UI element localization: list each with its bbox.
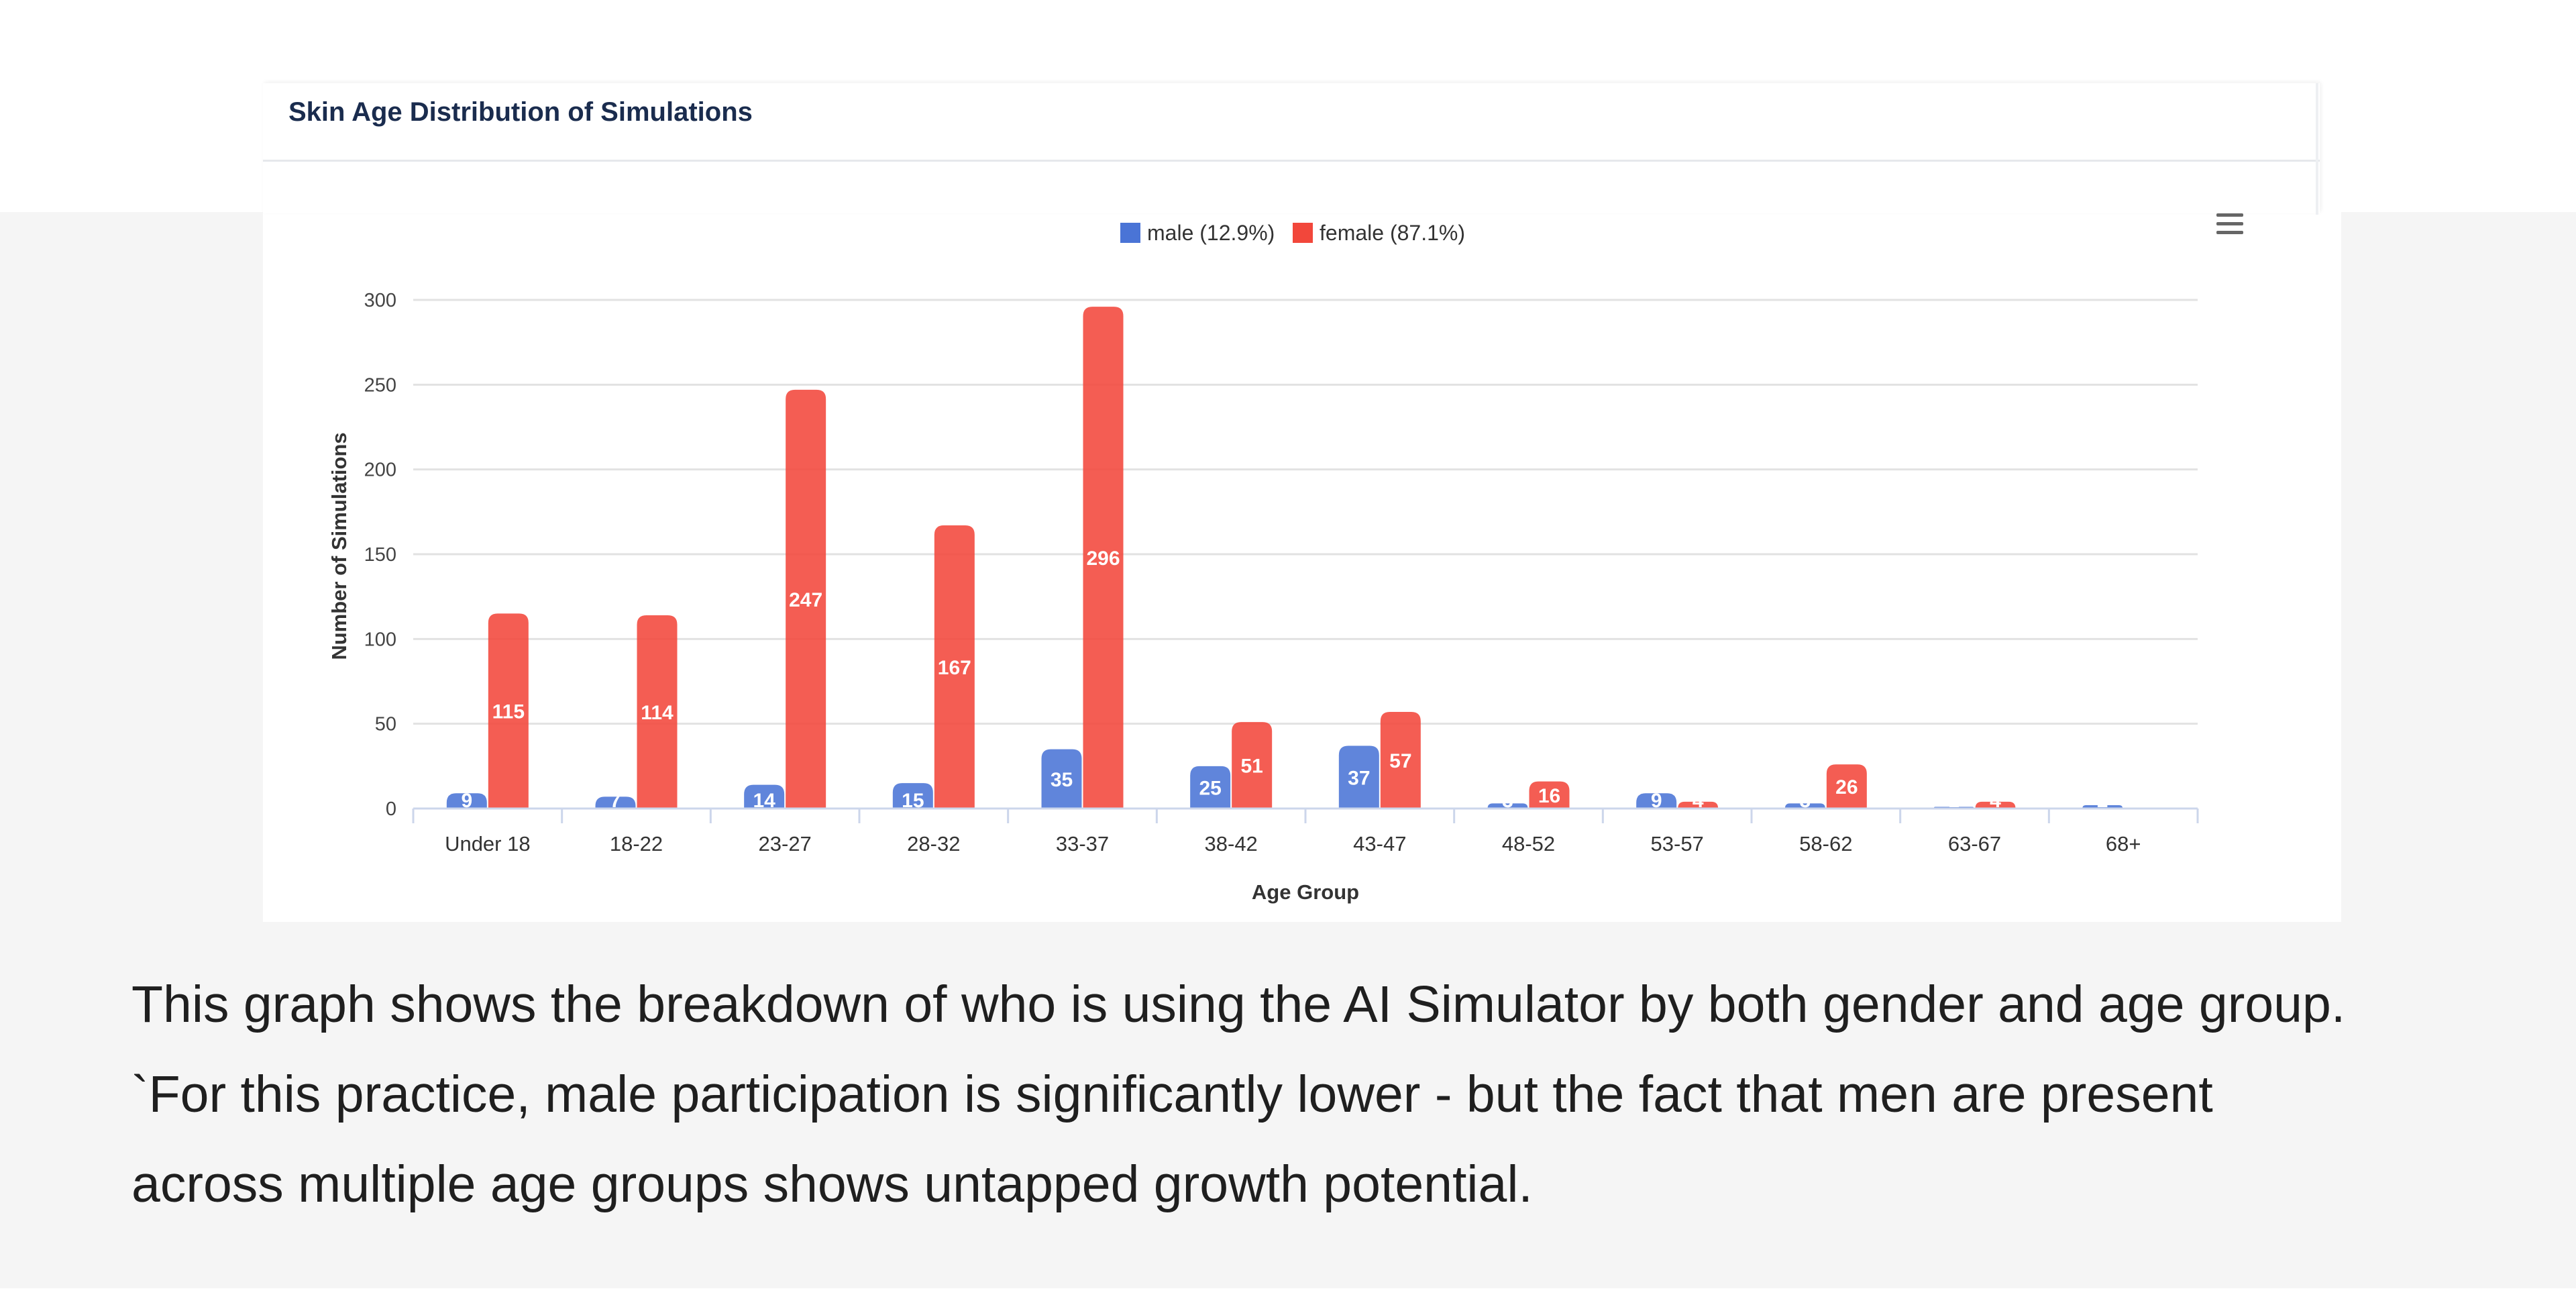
- female-bar[interactable]: [1232, 722, 1273, 809]
- chart-card-title: Skin Age Distribution of Simulations: [288, 97, 753, 127]
- data-label: 57: [1389, 750, 1411, 772]
- male-bar[interactable]: [1487, 803, 1528, 809]
- axes: 0 50 100 150 200 250 300 Under 18 18-22 23-27 28-3…: [364, 290, 2199, 855]
- female-bar[interactable]: [786, 389, 826, 809]
- male-bar[interactable]: [595, 796, 636, 809]
- y-tick-label: 300: [364, 290, 396, 311]
- male-bar[interactable]: [892, 783, 933, 809]
- bars: [446, 307, 2123, 809]
- hamburger-menu-icon[interactable]: [2216, 213, 2243, 235]
- legend-label-female: female (87.1%): [1320, 221, 1465, 245]
- x-axis-title: Age Group: [1252, 880, 1359, 904]
- data-label: 16: [1538, 785, 1560, 807]
- x-tick-label: 53-57: [1651, 832, 1704, 855]
- female-bar[interactable]: [1975, 801, 2016, 809]
- data-label: 26: [1835, 776, 1858, 798]
- card-divider: [2316, 83, 2318, 215]
- x-tick-label: Under 18: [445, 832, 531, 855]
- data-label: 9: [461, 790, 472, 812]
- y-tick-label: 100: [364, 629, 396, 650]
- data-label: 25: [1199, 777, 1221, 799]
- male-bar[interactable]: [744, 784, 785, 809]
- data-label: 4: [1693, 790, 1704, 812]
- chart-legend: male (12.9%) female (87.1%): [0, 217, 2576, 248]
- chart-card-header: [263, 83, 2320, 162]
- female-bar[interactable]: [1826, 764, 1867, 809]
- chart-card: [263, 83, 2320, 922]
- data-label: 115: [492, 701, 525, 723]
- female-bar[interactable]: [488, 613, 529, 809]
- y-tick-label: 250: [364, 374, 396, 396]
- x-tick-label: 38-42: [1205, 832, 1258, 855]
- y-tick-label: 150: [364, 544, 396, 566]
- x-tick-label: 28-32: [907, 832, 960, 855]
- x-tick-label: 33-37: [1056, 832, 1109, 855]
- data-label: 247: [789, 589, 822, 611]
- x-tick-label: 68+: [2106, 832, 2141, 855]
- y-tick-label: 200: [364, 460, 396, 481]
- caption-line-1: This graph shows the breakdown of who is…: [131, 976, 2346, 1033]
- male-bar[interactable]: [1190, 766, 1231, 809]
- caption-line-3: across multiple age groups shows untappe…: [131, 1155, 1533, 1213]
- male-bar[interactable]: [1636, 793, 1677, 809]
- data-label: 37: [1348, 767, 1370, 789]
- data-label: 1: [1948, 790, 1960, 812]
- x-tick-label: 63-67: [1948, 832, 2001, 855]
- data-label: 7: [610, 790, 621, 812]
- data-label: 2: [2097, 790, 2108, 812]
- data-label: 4: [1990, 790, 2001, 812]
- legend-swatch-female: [1293, 223, 1313, 243]
- data-label: 9: [1651, 790, 1662, 812]
- female-bar[interactable]: [1529, 781, 1570, 809]
- legend-swatch-male: [1120, 223, 1140, 243]
- female-bar[interactable]: [1083, 307, 1124, 809]
- data-label: 296: [1086, 548, 1120, 570]
- y-tick-label: 50: [375, 714, 396, 735]
- caption: This graph shows the breakdown of who is…: [131, 959, 2479, 1229]
- female-bar[interactable]: [934, 525, 975, 809]
- y-axis-title: Number of Simulations: [327, 432, 351, 660]
- x-tick-label: 18-22: [610, 832, 663, 855]
- male-bar[interactable]: [1041, 749, 1082, 809]
- male-bar[interactable]: [446, 793, 487, 809]
- data-label: 3: [1502, 790, 1513, 812]
- legend-label-male: male (12.9%): [1147, 221, 1275, 245]
- female-bar[interactable]: [1678, 801, 1719, 809]
- female-bar[interactable]: [637, 615, 678, 809]
- x-tick-label: 23-27: [759, 832, 812, 855]
- data-label: 114: [641, 702, 674, 724]
- grid-lines: [413, 299, 2198, 725]
- male-bar[interactable]: [1784, 803, 1825, 809]
- x-tick-label: 43-47: [1353, 832, 1406, 855]
- data-label: 51: [1240, 756, 1263, 778]
- male-bar[interactable]: [1338, 745, 1379, 809]
- x-tick-label: 48-52: [1502, 832, 1555, 855]
- data-label: 35: [1051, 769, 1073, 791]
- caption-line-2: `For this practice, male participation i…: [131, 1066, 2213, 1123]
- x-tick-label: 58-62: [1799, 832, 1852, 855]
- female-bar[interactable]: [1380, 711, 1421, 809]
- data-label: 3: [1799, 790, 1811, 812]
- y-tick-label: 0: [386, 798, 396, 820]
- data-label: 167: [938, 657, 971, 679]
